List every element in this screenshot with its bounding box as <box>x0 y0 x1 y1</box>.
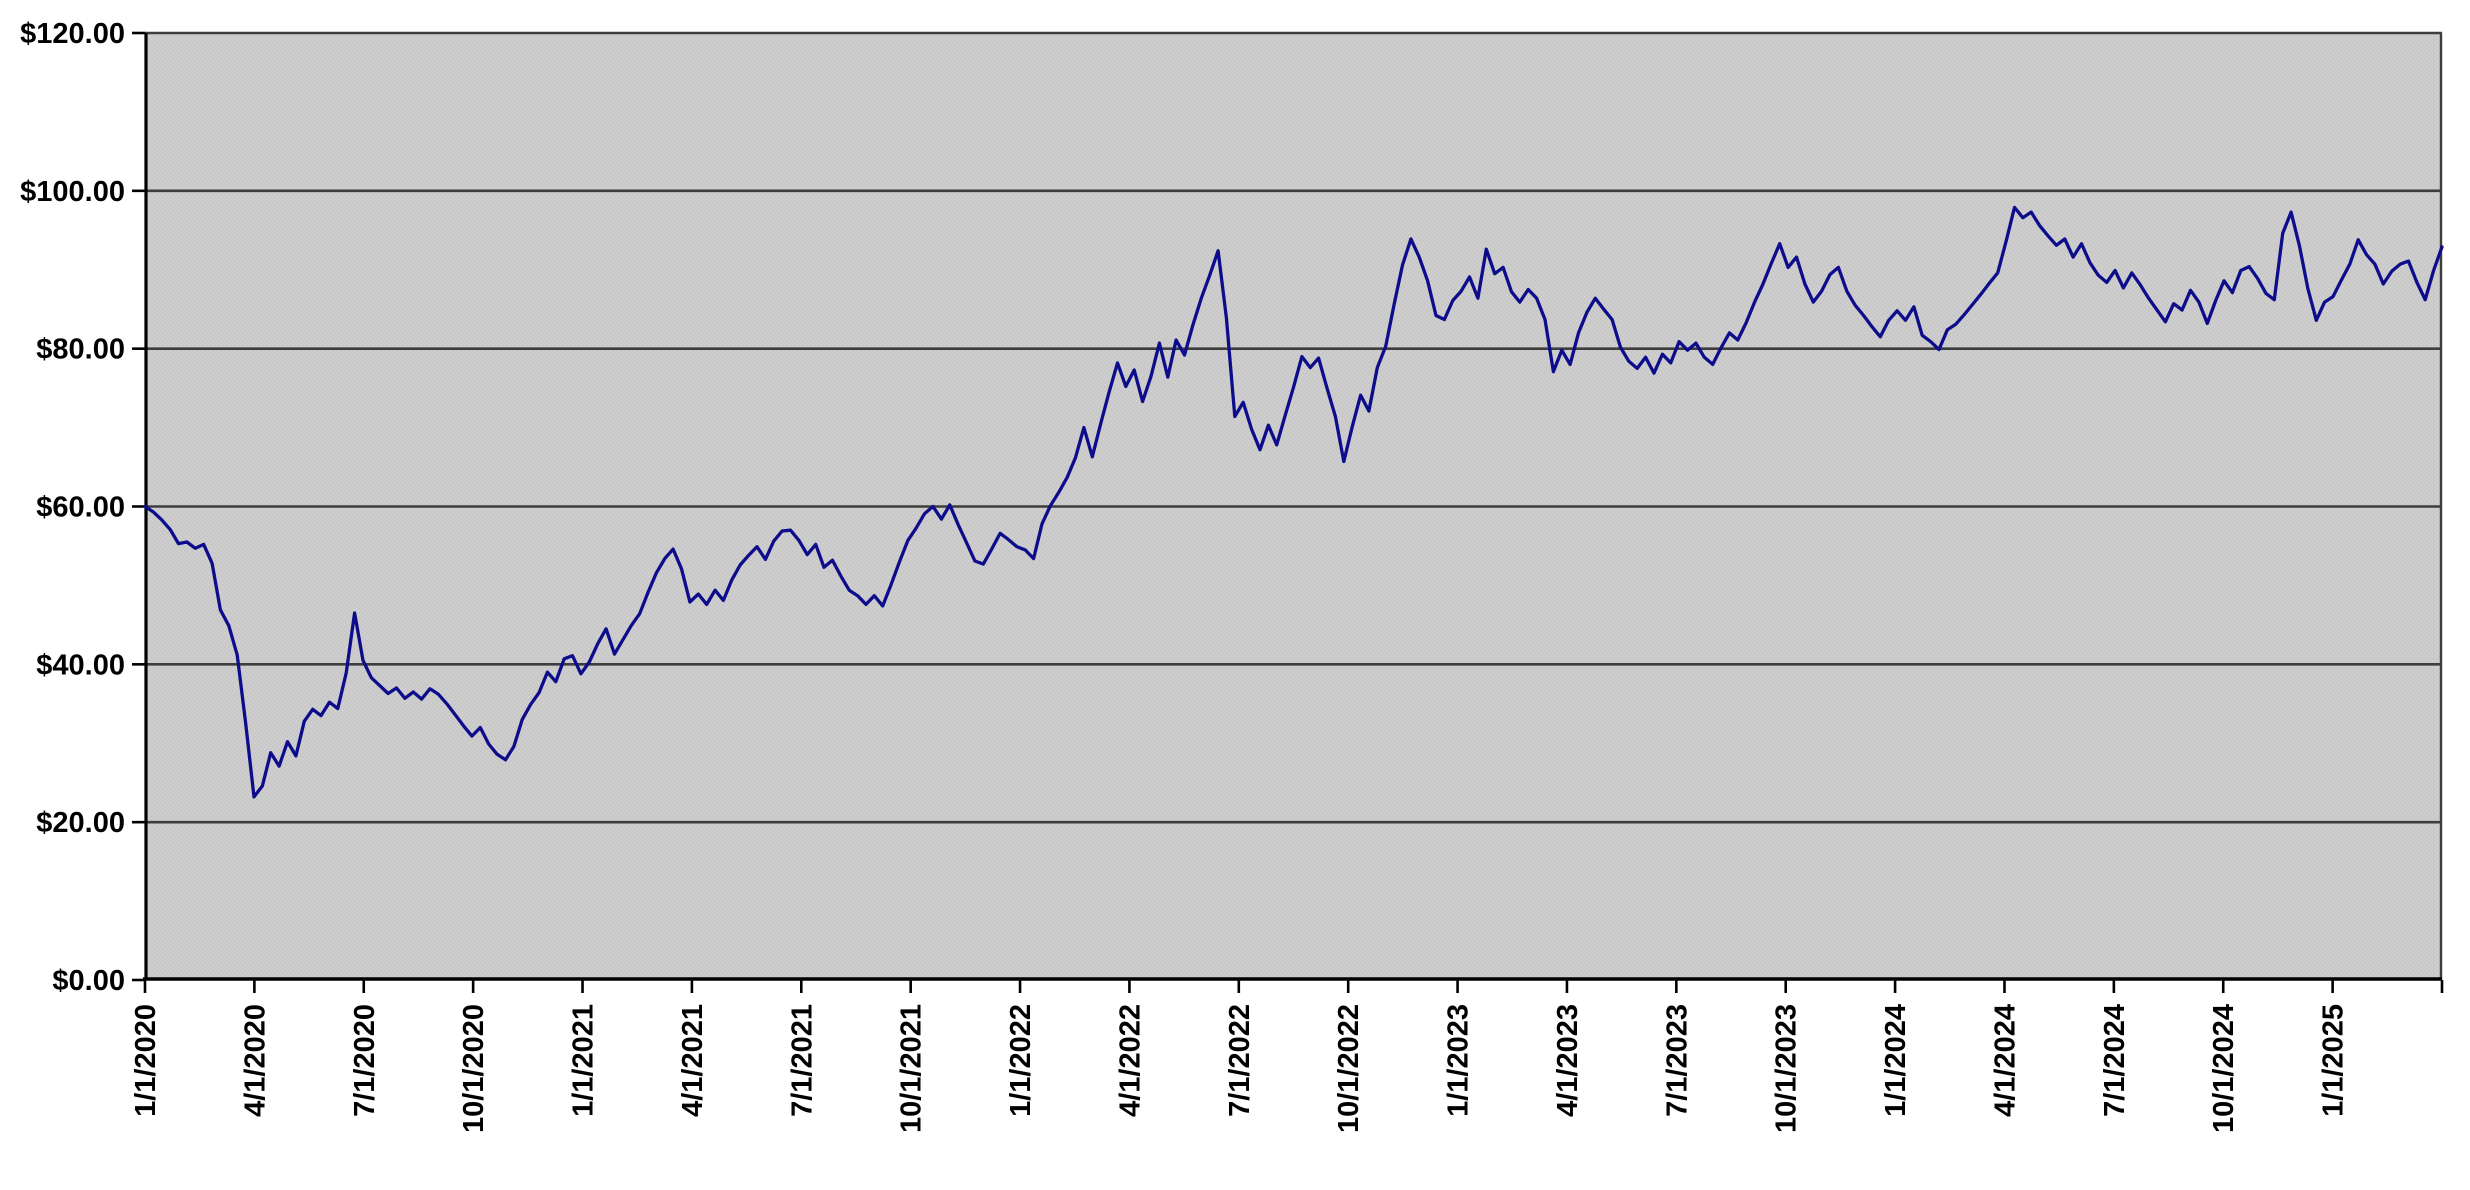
y-tick-label: $60.00 <box>36 492 125 524</box>
x-tick-label: 10/1/2021 <box>896 1004 928 1133</box>
x-tick-label: 4/1/2024 <box>1989 1004 2021 1117</box>
y-tick-label: $120.00 <box>20 18 125 50</box>
x-tick-label: 7/1/2023 <box>1661 1004 1693 1117</box>
y-tick-label: $40.00 <box>36 649 125 681</box>
x-tick-label: 1/1/2025 <box>2318 1004 2350 1117</box>
x-tick-label: 10/1/2022 <box>1333 1004 1365 1133</box>
x-tick-label: 1/1/2020 <box>130 1004 162 1117</box>
x-tick-label: 10/1/2024 <box>2208 1004 2240 1133</box>
x-tick-label: 4/1/2020 <box>239 1004 271 1117</box>
x-tick-label: 10/1/2020 <box>458 1004 490 1133</box>
x-tick-label: 7/1/2022 <box>1224 1004 1256 1117</box>
y-tick-label: $20.00 <box>36 807 125 839</box>
x-tick-label: 7/1/2024 <box>2099 1004 2131 1117</box>
x-tick-label: 7/1/2021 <box>786 1004 818 1117</box>
x-tick-label: 1/1/2023 <box>1443 1004 1475 1117</box>
x-tick-label: 1/1/2024 <box>1880 1004 1912 1117</box>
x-tick-label: 4/1/2021 <box>677 1004 709 1117</box>
x-tick-label: 7/1/2020 <box>349 1004 381 1117</box>
y-tick-label: $80.00 <box>36 334 125 366</box>
x-tick-label: 4/1/2023 <box>1552 1004 1584 1117</box>
x-tick-label: 4/1/2022 <box>1114 1004 1146 1117</box>
x-tick-label: 1/1/2021 <box>568 1004 600 1117</box>
y-tick-label: $100.00 <box>20 176 125 208</box>
y-tick-label: $0.00 <box>52 965 125 997</box>
x-tick-label: 1/1/2022 <box>1005 1004 1037 1117</box>
price-line <box>143 205 2444 799</box>
x-tick-label: 10/1/2023 <box>1771 1004 1803 1133</box>
